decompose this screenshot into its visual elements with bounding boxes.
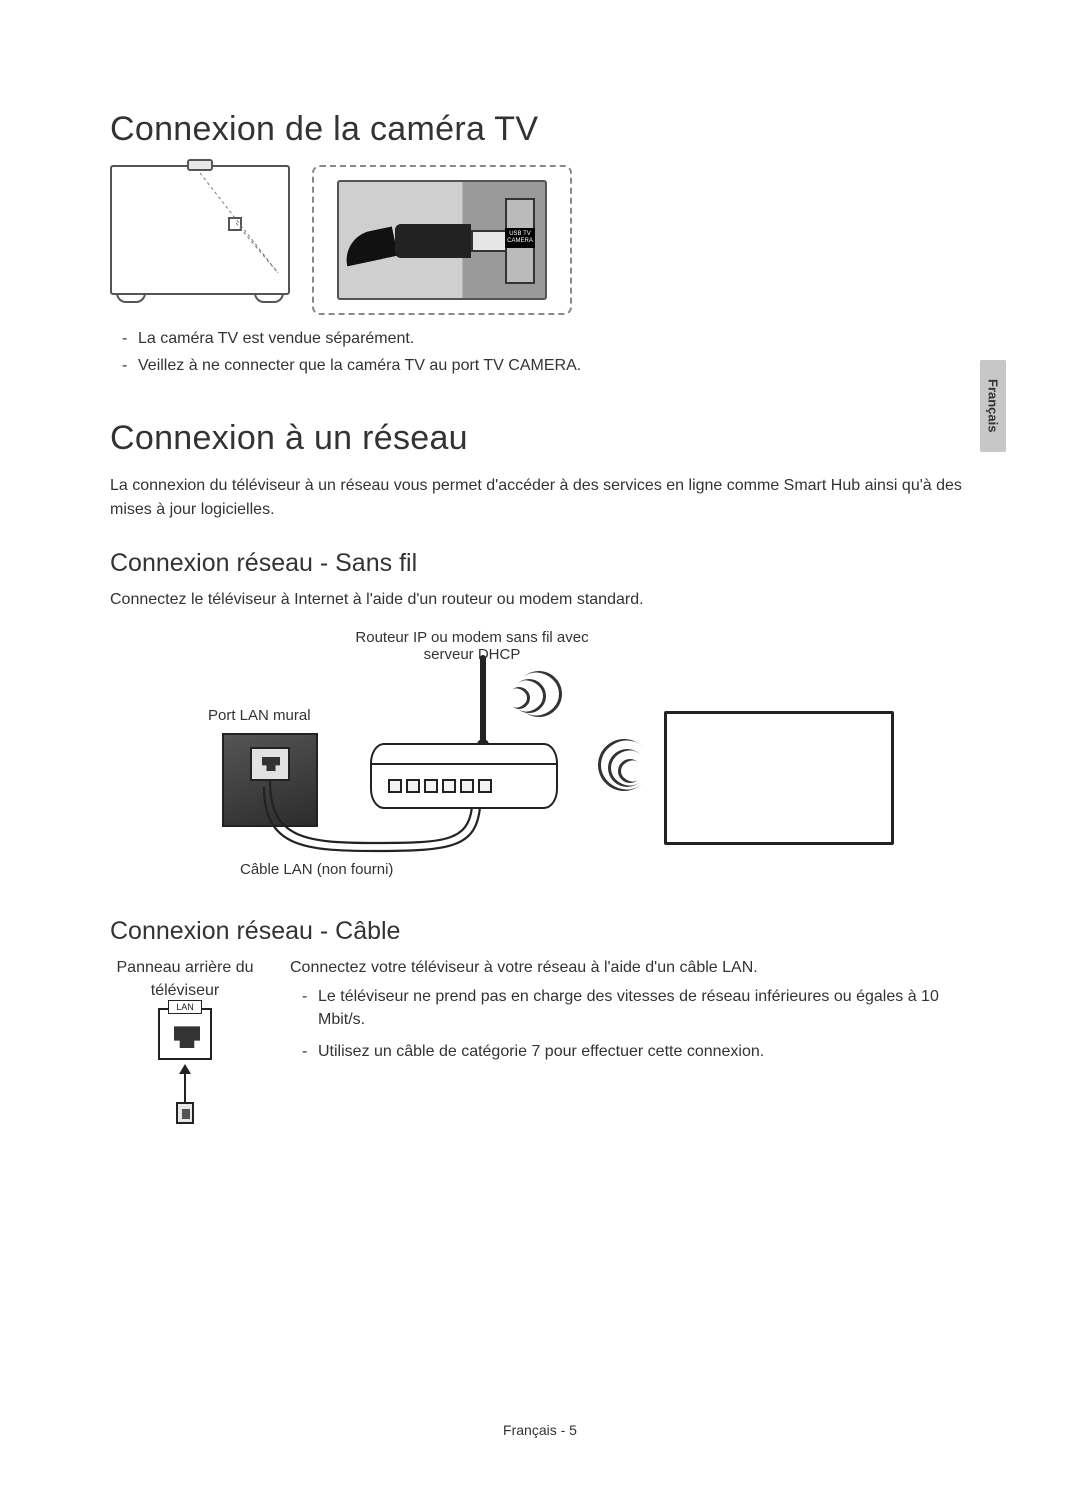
page-footer: Français - 5 (0, 1422, 1080, 1438)
note-item: Veillez à ne connecter que la caméra TV … (110, 354, 990, 377)
lan-cable-icon (156, 629, 896, 889)
camera-figure: USB TV CAMERA (110, 165, 990, 315)
wireless-title: Connexion réseau - Sans fil (110, 549, 990, 578)
usb-callout: USB TV CAMERA (312, 165, 572, 315)
tv-panel-column: Panneau arrière du téléviseur LAN (110, 956, 260, 1124)
wireless-diagram: Routeur IP ou modem sans fil avec serveu… (156, 629, 896, 889)
arrow-up-icon (184, 1066, 186, 1102)
section2-intro: La connexion du téléviseur à un réseau v… (110, 474, 990, 520)
note-item: Le téléviseur ne prend pas en charge des… (290, 985, 990, 1031)
lan-port-icon: LAN (158, 1008, 212, 1060)
wired-notes: Le téléviseur ne prend pas en charge des… (290, 985, 990, 1063)
section2-title: Connexion à un réseau (110, 419, 990, 458)
section1-notes: La caméra TV est vendue séparément. Veil… (110, 327, 990, 377)
cable-label: Câble LAN (non fourni) (240, 861, 440, 878)
wireless-intro: Connectez le téléviseur à Internet à l'a… (110, 588, 990, 611)
wired-intro: Connectez votre téléviseur à votre résea… (290, 956, 990, 979)
note-item: Utilisez un câble de catégorie 7 pour ef… (290, 1040, 990, 1063)
page: Français Connexion de la caméra TV USB T… (0, 0, 1080, 1494)
rj45-plug-icon (176, 1102, 194, 1124)
panel-label: Panneau arrière du téléviseur (110, 956, 260, 1002)
usb-port-label: USB TV CAMERA (505, 228, 535, 248)
wired-title: Connexion réseau - Câble (110, 917, 990, 946)
note-item: La caméra TV est vendue séparément. (110, 327, 990, 350)
lan-port-tag: LAN (168, 1000, 202, 1014)
wired-section: Panneau arrière du téléviseur LAN Connec… (110, 956, 990, 1124)
tv-back-illustration (110, 165, 290, 295)
section1-title: Connexion de la caméra TV (110, 110, 990, 149)
